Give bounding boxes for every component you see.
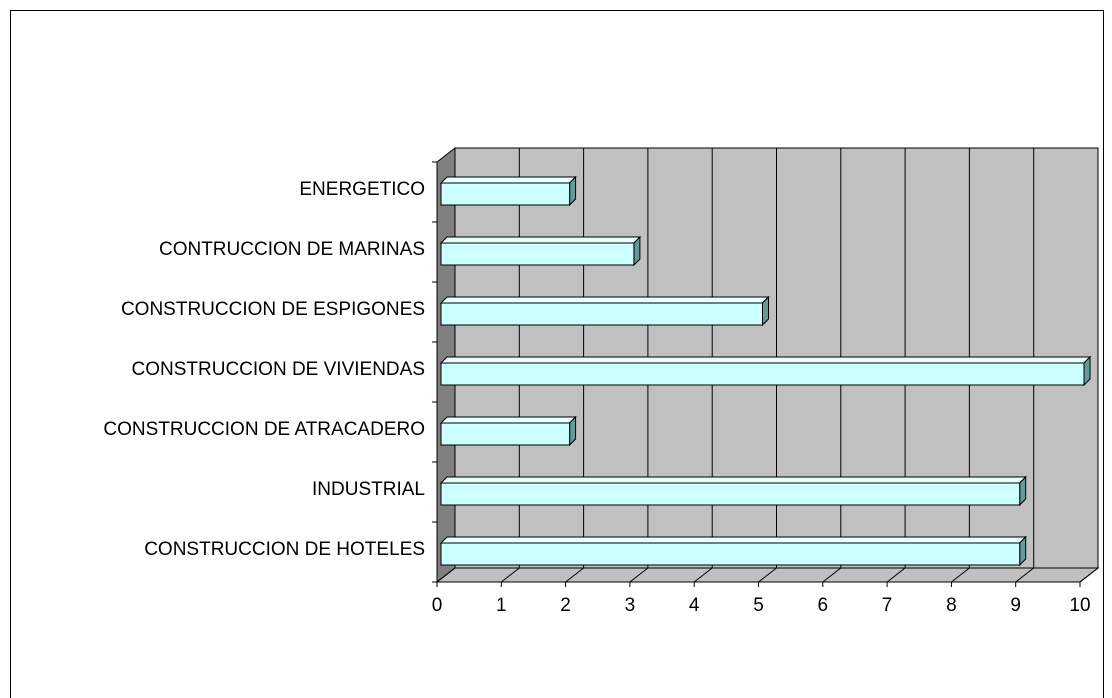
x-tick-label: 8 <box>946 595 957 616</box>
x-tick-label: 2 <box>560 595 571 616</box>
floor-grid-line <box>629 567 649 583</box>
bar <box>439 235 642 267</box>
floor-grid-line <box>436 567 456 583</box>
y-tick-label: INDUSTRIAL <box>312 479 425 500</box>
bar <box>439 415 577 447</box>
x-tick-label: 0 <box>432 595 443 616</box>
bar <box>439 175 577 207</box>
bar <box>439 355 1092 387</box>
x-tick-label: 9 <box>1010 595 1021 616</box>
x-tick-label: 10 <box>1069 595 1090 616</box>
floor-grid-line <box>1015 567 1035 583</box>
x-tick-label: 7 <box>882 595 893 616</box>
y-tick-label: CONSTRUCCION DE ESPIGONES <box>121 299 425 320</box>
x-tick-label: 6 <box>818 595 829 616</box>
bar <box>439 535 1027 567</box>
floor-grid-line <box>886 567 906 583</box>
floor-grid-line <box>500 567 520 583</box>
x-tick-label: 1 <box>496 595 507 616</box>
floor-grid-line <box>822 567 842 583</box>
floor-grid-line <box>1079 567 1099 583</box>
bar <box>439 475 1027 507</box>
floor-grid-line <box>758 567 777 583</box>
y-tick-label: CONTRUCCION DE MARINAS <box>159 239 425 260</box>
y-tick-label: CONSTRUCCION DE ATRACADERO <box>103 419 425 440</box>
floor-grid-line <box>951 567 970 583</box>
y-tick-label: ENERGETICO <box>299 179 425 200</box>
y-tick-label: CONSTRUCCION DE VIVIENDAS <box>132 359 425 380</box>
floor-grid-line <box>565 567 584 583</box>
bar <box>439 295 770 327</box>
y-tick-label: CONSTRUCCION DE HOTELES <box>144 539 425 560</box>
x-tick-label: 3 <box>625 595 636 616</box>
x-tick-label: 4 <box>689 595 700 616</box>
x-tick-label: 5 <box>753 595 764 616</box>
floor-grid-line <box>693 567 713 583</box>
